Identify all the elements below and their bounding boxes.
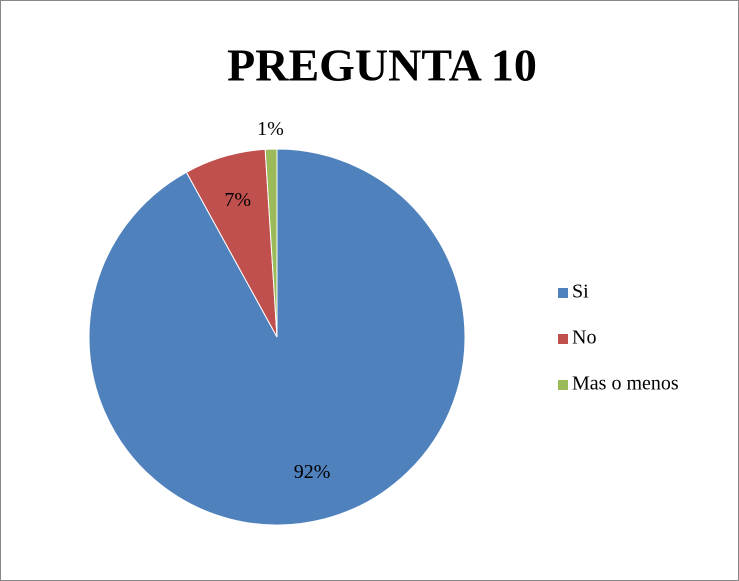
legend-label: Mas o menos bbox=[572, 373, 679, 395]
data-label: 92% bbox=[294, 461, 331, 483]
chart-title: PREGUNTA 10 bbox=[227, 40, 537, 91]
legend-label: Si bbox=[572, 281, 589, 303]
data-label: 7% bbox=[224, 189, 251, 211]
pie-slice bbox=[264, 148, 278, 338]
data-label: 1% bbox=[257, 118, 284, 140]
legend-label: No bbox=[572, 327, 596, 349]
legend-swatch bbox=[558, 334, 568, 344]
legend-swatch bbox=[558, 380, 568, 390]
legend-swatch bbox=[558, 288, 568, 298]
